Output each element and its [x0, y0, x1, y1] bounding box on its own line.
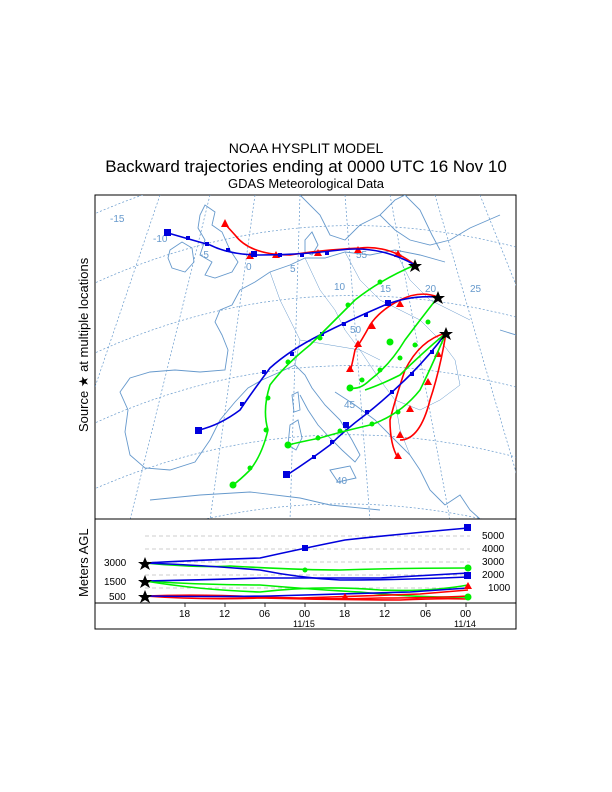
- time-tick: 12: [379, 609, 391, 620]
- right-tick: 1000: [488, 583, 511, 594]
- trajectory-title: Backward trajectories ending at 0000 UTC…: [105, 157, 507, 176]
- date-label: 11/14: [454, 619, 476, 629]
- height-markers: [302, 524, 472, 601]
- time-tick-marks: [184, 603, 467, 607]
- lon-label: 0: [246, 262, 252, 273]
- model-title: NOAA HYSPLIT MODEL: [228, 140, 384, 156]
- height-axis-labels: 5000 4000 3000 2000 1000 3000 1500 500 1…: [104, 531, 511, 629]
- right-tick: 3000: [482, 557, 505, 568]
- right-tick: 5000: [482, 531, 505, 542]
- lon-label: 15: [380, 284, 392, 295]
- lon-label: -15: [110, 214, 125, 225]
- time-tick: 12: [219, 609, 231, 620]
- met-data-title: GDAS Meteorological Data: [227, 176, 385, 191]
- lat-label: 55: [356, 250, 368, 261]
- height-axis-title: Meters AGL: [76, 528, 91, 597]
- time-tick: 00: [299, 609, 311, 620]
- time-tick: 18: [339, 609, 351, 620]
- lon-label: 20: [425, 284, 437, 295]
- grid-labels: -15 -10 -5 0 5 10 15 20 25 55 50 45 40: [110, 214, 482, 487]
- time-tick: 18: [179, 609, 191, 620]
- lat-label: 50: [350, 325, 362, 336]
- start-height: 3000: [104, 558, 127, 569]
- height-traces: [144, 527, 469, 601]
- longitude-grid: [95, 195, 516, 519]
- source-star-icon: [408, 259, 453, 340]
- lon-label: 10: [334, 282, 346, 293]
- time-tick: 06: [420, 609, 432, 620]
- lat-label: 45: [344, 400, 356, 411]
- time-tick: 00: [460, 609, 472, 620]
- date-label: 11/15: [293, 619, 315, 629]
- lon-label: 5: [290, 264, 296, 275]
- source-side-label: Source ★ at multiple locations: [76, 257, 91, 432]
- map-frame: [94, 194, 517, 520]
- coastlines: [119, 195, 516, 519]
- height-panel: [94, 518, 517, 630]
- lon-label: 25: [470, 284, 482, 295]
- lon-label: -10: [153, 234, 168, 245]
- start-star-icon: [138, 557, 152, 603]
- right-tick: 4000: [482, 544, 505, 555]
- start-height: 500: [109, 592, 126, 603]
- start-height: 1500: [104, 577, 127, 588]
- right-tick: 2000: [482, 570, 505, 581]
- latitude-grid: [95, 195, 516, 519]
- lat-label: 40: [336, 476, 348, 487]
- lon-label: -5: [200, 250, 209, 261]
- time-tick: 06: [259, 609, 271, 620]
- green-markers: [229, 279, 431, 489]
